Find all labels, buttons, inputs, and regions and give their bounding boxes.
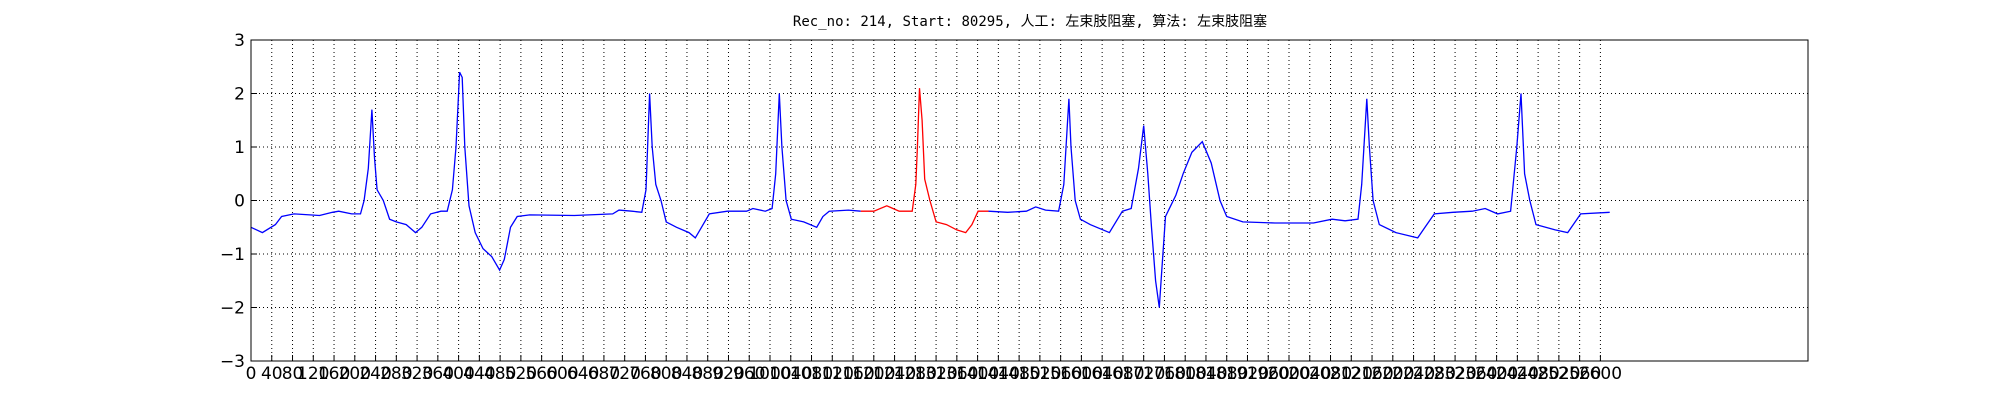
x-tick-label: 880	[691, 364, 723, 384]
ecg-line	[860, 88, 989, 234]
x-tick-label: 2480	[1516, 364, 1559, 384]
y-tick-label: −1	[220, 245, 245, 265]
x-tick-label: 760	[629, 364, 661, 384]
x-tick-label: 2400	[1475, 364, 1518, 384]
y-tick-label: 0	[234, 192, 245, 212]
x-tick-label: 1040	[769, 364, 812, 384]
x-tick-label: 2240	[1392, 364, 1435, 384]
x-tick-label: 920	[712, 364, 744, 384]
x-tick-label: 1680	[1101, 364, 1144, 384]
x-tick-label: 2120	[1330, 364, 1373, 384]
x-tick-label: 560	[525, 364, 557, 384]
x-tick-label: 720	[608, 364, 640, 384]
y-tick-label: −3	[220, 352, 245, 372]
chart-title: Rec_no: 214, Start: 80295, 人工: 左束肢阻塞, 算法…	[793, 13, 1267, 30]
x-tick-label: 1000	[748, 364, 791, 384]
x-tick-label: 1960	[1247, 364, 1290, 384]
x-tick-label: 2280	[1413, 364, 1456, 384]
x-tick-label: 1600	[1060, 364, 1103, 384]
x-tick-label: 160	[318, 364, 350, 384]
x-tick-label: 2200	[1371, 364, 1414, 384]
x-tick-label: 840	[671, 364, 703, 384]
x-tick-label: 2080	[1309, 364, 1352, 384]
x-tick-label: 1760	[1143, 364, 1186, 384]
x-tick-label: 520	[505, 364, 537, 384]
x-tick-label: 120	[297, 364, 329, 384]
x-tick-label: 2360	[1454, 364, 1497, 384]
x-tick-label: 960	[733, 364, 765, 384]
y-tick-label: 3	[234, 31, 245, 51]
x-tick-label: 2440	[1496, 364, 1539, 384]
x-tick-label: 240	[359, 364, 391, 384]
x-tick-label: 680	[588, 364, 620, 384]
x-tick-label: 1240	[873, 364, 916, 384]
x-tick-label: 320	[401, 364, 433, 384]
y-tick-label: 1	[234, 138, 245, 158]
x-tick-label: 1560	[1039, 364, 1082, 384]
x-tick-label: 360	[422, 364, 454, 384]
x-tick-label: 1920	[1226, 364, 1269, 384]
plot-frame	[250, 39, 1809, 362]
x-tick-label: 80	[282, 364, 304, 384]
x-tick-label: 2520	[1537, 364, 1580, 384]
x-tick-label: 800	[650, 364, 682, 384]
x-tick-label: 1360	[935, 364, 978, 384]
x-tick-label: 1120	[811, 364, 854, 384]
x-tick-label: 2560	[1558, 364, 1601, 384]
x-tick-label: 1160	[831, 364, 874, 384]
x-tick-label: 1800	[1164, 364, 1207, 384]
x-tick-label: 2600	[1579, 364, 1622, 384]
x-tick-label: 440	[463, 364, 495, 384]
x-tick-label: 1400	[956, 364, 999, 384]
x-tick-label: 280	[380, 364, 412, 384]
x-tick-label: 1440	[977, 364, 1020, 384]
x-tick-label: 1640	[1081, 364, 1124, 384]
x-tick-label: 1320	[914, 364, 957, 384]
x-tick-label: 200	[339, 364, 371, 384]
x-tick-label: 1880	[1205, 364, 1248, 384]
x-tick-label: 600	[546, 364, 578, 384]
x-tick-label: 480	[484, 364, 516, 384]
x-tick-label: 640	[567, 364, 599, 384]
y-tick-label: 2	[234, 85, 245, 105]
x-tick-label: 2320	[1433, 364, 1476, 384]
x-tick-label: 1200	[852, 364, 895, 384]
x-tick-label: 1480	[997, 364, 1040, 384]
ecg-line	[250, 71, 1610, 308]
x-tick-label: 40	[261, 364, 283, 384]
x-tick-label: 2040	[1288, 364, 1331, 384]
x-tick-label: 1520	[1018, 364, 1061, 384]
x-tick-label: 1280	[894, 364, 937, 384]
x-tick-label: 1720	[1122, 364, 1165, 384]
x-tick-label: 2160	[1350, 364, 1393, 384]
x-tick-label: 400	[442, 364, 474, 384]
x-tick-label: 0	[246, 364, 257, 384]
x-tick-label: 1080	[790, 364, 833, 384]
x-tick-label: 2000	[1267, 364, 1310, 384]
y-tick-label: −2	[220, 299, 245, 319]
x-tick-label: 1840	[1184, 364, 1227, 384]
